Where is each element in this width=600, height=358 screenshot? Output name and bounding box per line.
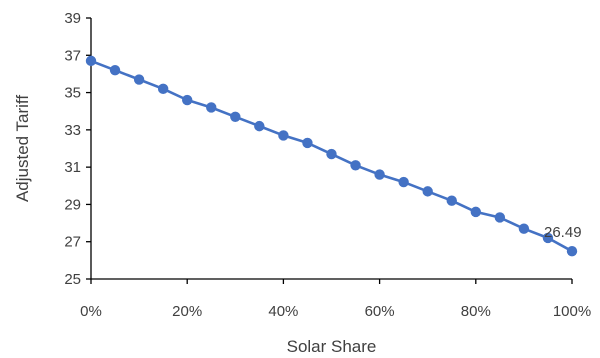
data-point: [254, 120, 265, 132]
x-axis-title: Solar Share: [287, 337, 377, 356]
data-point: [518, 223, 530, 234]
y-axis-ticks: 25 27 29 31 33 35 37 39: [64, 10, 91, 288]
data-point: [446, 195, 457, 206]
data-point: [157, 83, 169, 95]
data-point: [542, 232, 554, 244]
x-tick-label: 60%: [365, 303, 395, 320]
y-tick-label: 37: [64, 47, 81, 64]
y-axis-title: Adjusted Tariff: [13, 95, 32, 202]
x-tick-label: 20%: [172, 303, 202, 320]
y-tick-label: 25: [64, 271, 81, 288]
data-point: [470, 206, 481, 218]
y-tick-label: 27: [64, 234, 81, 251]
data-point: [206, 102, 217, 113]
data-point: [350, 160, 361, 171]
data-labels: 26.49: [544, 224, 582, 241]
x-tick-label: 100%: [553, 303, 591, 320]
data-point: [85, 55, 97, 67]
x-axis-ticks: 0% 20% 40% 60% 80% 100%: [80, 279, 591, 320]
data-point: [302, 137, 313, 149]
x-tick-label: 80%: [461, 303, 491, 320]
y-tick-label: 33: [64, 122, 81, 139]
data-point: [133, 74, 145, 85]
data-point: [230, 111, 241, 123]
y-tick-label: 35: [64, 85, 81, 102]
x-tick-label: 40%: [268, 303, 298, 320]
series-group: [85, 55, 578, 257]
data-point: [398, 176, 409, 188]
data-point: [326, 148, 337, 160]
data-point: [566, 246, 578, 257]
y-tick-label: 31: [64, 159, 81, 176]
data-point: [422, 186, 433, 197]
x-tick-label: 0%: [80, 303, 102, 320]
y-tick-label: 29: [64, 196, 81, 213]
data-point: [182, 94, 193, 106]
data-point: [278, 130, 289, 141]
data-point: [494, 212, 506, 223]
data-point: [374, 169, 385, 180]
data-label: 26.49: [544, 224, 582, 241]
axes: 25 27 29 31 33 35 37 39 0% 20% 40% 60% 80% 100%: [64, 10, 591, 320]
data-point: [109, 65, 121, 76]
y-tick-label: 39: [64, 10, 81, 27]
